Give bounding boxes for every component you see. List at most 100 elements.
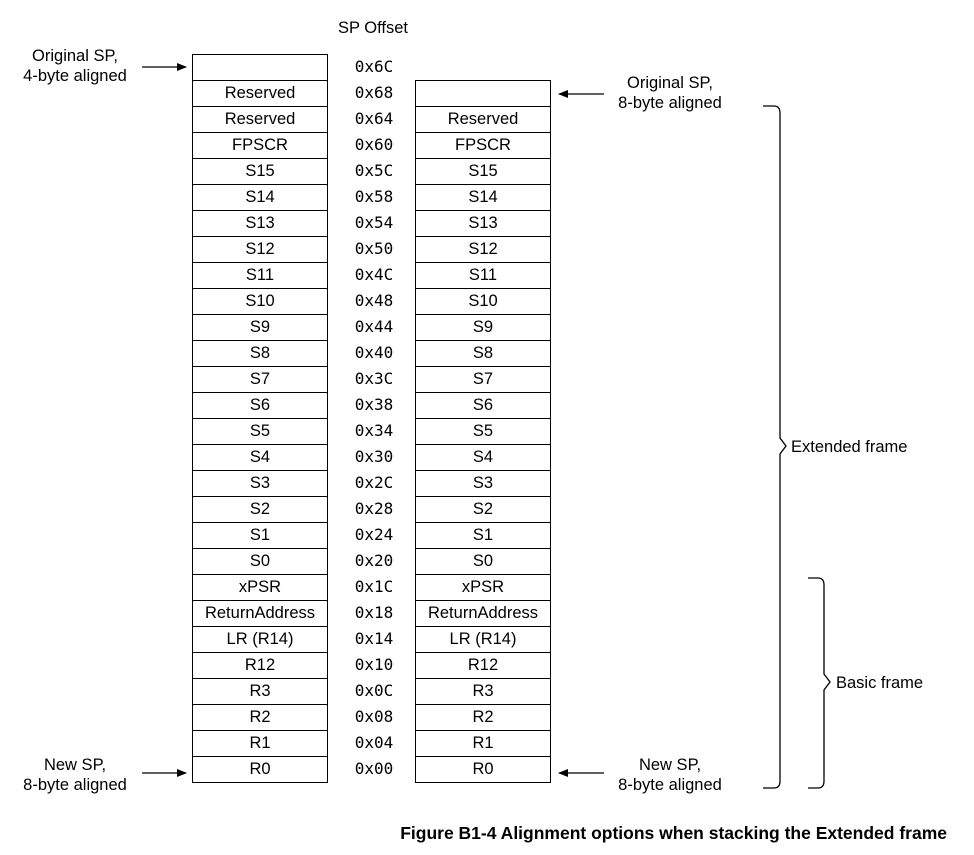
- sp-offset-0x3c: 0x3C: [354, 369, 394, 388]
- right-stack-cell-s0: S0: [415, 549, 551, 575]
- left-stack-cell-s7: S7: [192, 367, 328, 393]
- left-stack-cell-lr-r14: LR (R14): [192, 627, 328, 653]
- sp-offset-0x28: 0x28: [354, 499, 394, 518]
- sp-offset-0x64: 0x64: [354, 109, 394, 128]
- new-sp-right-line2: 8-byte aligned: [618, 776, 722, 794]
- sp-offset-0x34: 0x34: [354, 421, 394, 440]
- right-stack-cell-r0: R0: [415, 757, 551, 783]
- sp-offset-0x00: 0x00: [354, 759, 394, 778]
- right-stack-cell-s6: S6: [415, 393, 551, 419]
- sp-offset-0x40: 0x40: [354, 343, 394, 362]
- original-sp-8byte-line1: Original SP,: [627, 74, 713, 92]
- right-stack-cell-s2: S2: [415, 497, 551, 523]
- sp-offset-0x60: 0x60: [354, 135, 394, 154]
- sp-offset-0x18: 0x18: [354, 603, 394, 622]
- sp-offset-0x20: 0x20: [354, 551, 394, 570]
- sp-offset-0x58: 0x58: [354, 187, 394, 206]
- new-sp-left-line2: 8-byte aligned: [23, 776, 127, 794]
- sp-offset-0x5c: 0x5C: [354, 161, 394, 180]
- sp-offset-0x04: 0x04: [354, 733, 394, 752]
- right-stack-cell-reserved: Reserved: [415, 107, 551, 133]
- left-stack-cell-s8: S8: [192, 341, 328, 367]
- right-stack-cell-returnaddress: ReturnAddress: [415, 601, 551, 627]
- right-stack-cell-s8: S8: [415, 341, 551, 367]
- right-stack-cell-s1: S1: [415, 523, 551, 549]
- right-stack-cell-s5: S5: [415, 419, 551, 445]
- sp-offset-0x44: 0x44: [354, 317, 394, 336]
- sp-offset-0x48: 0x48: [354, 291, 394, 310]
- right-stack-cell-r3: R3: [415, 679, 551, 705]
- new-sp-right-label: New SP, 8-byte aligned: [606, 755, 734, 795]
- original-sp-8byte-label: Original SP, 8-byte aligned: [606, 73, 734, 113]
- left-stack-cell-reserved: Reserved: [192, 81, 328, 107]
- left-stack-cell-s2: S2: [192, 497, 328, 523]
- sp-offset-0x14: 0x14: [354, 629, 394, 648]
- left-stack-cell-s10: S10: [192, 289, 328, 315]
- new-sp-right-line1: New SP,: [638, 756, 702, 774]
- extended-frame-bracket: [763, 105, 787, 789]
- left-stack-cell-s9: S9: [192, 315, 328, 341]
- new-sp-left-label: New SP, 8-byte aligned: [14, 755, 136, 795]
- sp-offset-0x4c: 0x4C: [354, 265, 394, 284]
- left-stack-cell-r3: R3: [192, 679, 328, 705]
- right-stack-cell-s11: S11: [415, 263, 551, 289]
- right-stack-cell-s14: S14: [415, 185, 551, 211]
- left-stack-cell-s1: S1: [192, 523, 328, 549]
- original-sp-4byte-label: Original SP, 4-byte aligned: [14, 46, 136, 86]
- left-stack-cell-s6: S6: [192, 393, 328, 419]
- right-stack-cell-r1: R1: [415, 731, 551, 757]
- left-stack-cell-r2: R2: [192, 705, 328, 731]
- left-stack-cell-r0: R0: [192, 757, 328, 783]
- original-sp-4byte-line2: 4-byte aligned: [23, 67, 127, 85]
- left-stack-cell-s12: S12: [192, 237, 328, 263]
- left-stack-cell-s4: S4: [192, 445, 328, 471]
- sp-offset-0x08: 0x08: [354, 707, 394, 726]
- left-stack-cell-s0: S0: [192, 549, 328, 575]
- right-stack-cell-r12: R12: [415, 653, 551, 679]
- right-stack-cell-s12: S12: [415, 237, 551, 263]
- right-stack-cell-s15: S15: [415, 159, 551, 185]
- new-sp-left-line1: New SP,: [43, 756, 107, 774]
- right-stack-cell-s9: S9: [415, 315, 551, 341]
- sp-offset-0x6c: 0x6C: [354, 57, 394, 76]
- sp-offset-0x68: 0x68: [354, 83, 394, 102]
- left-stack-cell-xpsr: xPSR: [192, 575, 328, 601]
- left-stack-cell-s13: S13: [192, 211, 328, 237]
- right-stack-cell-lr-r14: LR (R14): [415, 627, 551, 653]
- left-stack-cell-empty: [192, 55, 328, 81]
- left-stack-cell-s15: S15: [192, 159, 328, 185]
- sp-offset-0x30: 0x30: [354, 447, 394, 466]
- right-stack-cell-fpscr: FPSCR: [415, 133, 551, 159]
- right-stack-cell-s10: S10: [415, 289, 551, 315]
- left-stack-cell-s3: S3: [192, 471, 328, 497]
- right-stack-cell-xpsr: xPSR: [415, 575, 551, 601]
- left-stack-cell-r12: R12: [192, 653, 328, 679]
- right-stack-cell-s4: S4: [415, 445, 551, 471]
- left-stack-cell-s11: S11: [192, 263, 328, 289]
- sp-offset-0x38: 0x38: [354, 395, 394, 414]
- sp-offset-0x2c: 0x2C: [354, 473, 394, 492]
- basic-frame-label: Basic frame: [836, 674, 924, 692]
- sp-offset-0x10: 0x10: [354, 655, 394, 674]
- right-stack-cell-empty: [415, 81, 551, 107]
- basic-frame-bracket: [808, 577, 831, 789]
- stack-frame-4byte-aligned: Reserved Reserved FPSCR S15 S14 S13 S12 S11 S10 S…: [192, 54, 328, 783]
- left-stack-cell-reserved: Reserved: [192, 107, 328, 133]
- original-sp-8byte-line2: 8-byte aligned: [618, 94, 722, 112]
- left-stack-cell-returnaddress: ReturnAddress: [192, 601, 328, 627]
- left-stack-cell-fpscr: FPSCR: [192, 133, 328, 159]
- sp-offset-0x0c: 0x0C: [354, 681, 394, 700]
- sp-offset-0x1c: 0x1C: [354, 577, 394, 596]
- left-stack-cell-r1: R1: [192, 731, 328, 757]
- right-stack-cell-s13: S13: [415, 211, 551, 237]
- figure-caption: Figure B1-4 Alignment options when stack…: [400, 823, 947, 843]
- extended-frame-label: Extended frame: [791, 438, 908, 456]
- sp-offset-title: SP Offset: [337, 19, 408, 37]
- right-stack-cell-r2: R2: [415, 705, 551, 731]
- left-stack-cell-s14: S14: [192, 185, 328, 211]
- right-stack-cell-s3: S3: [415, 471, 551, 497]
- original-sp-4byte-line1: Original SP,: [32, 47, 118, 65]
- sp-offset-0x54: 0x54: [354, 213, 394, 232]
- left-stack-cell-s5: S5: [192, 419, 328, 445]
- right-stack-cell-s7: S7: [415, 367, 551, 393]
